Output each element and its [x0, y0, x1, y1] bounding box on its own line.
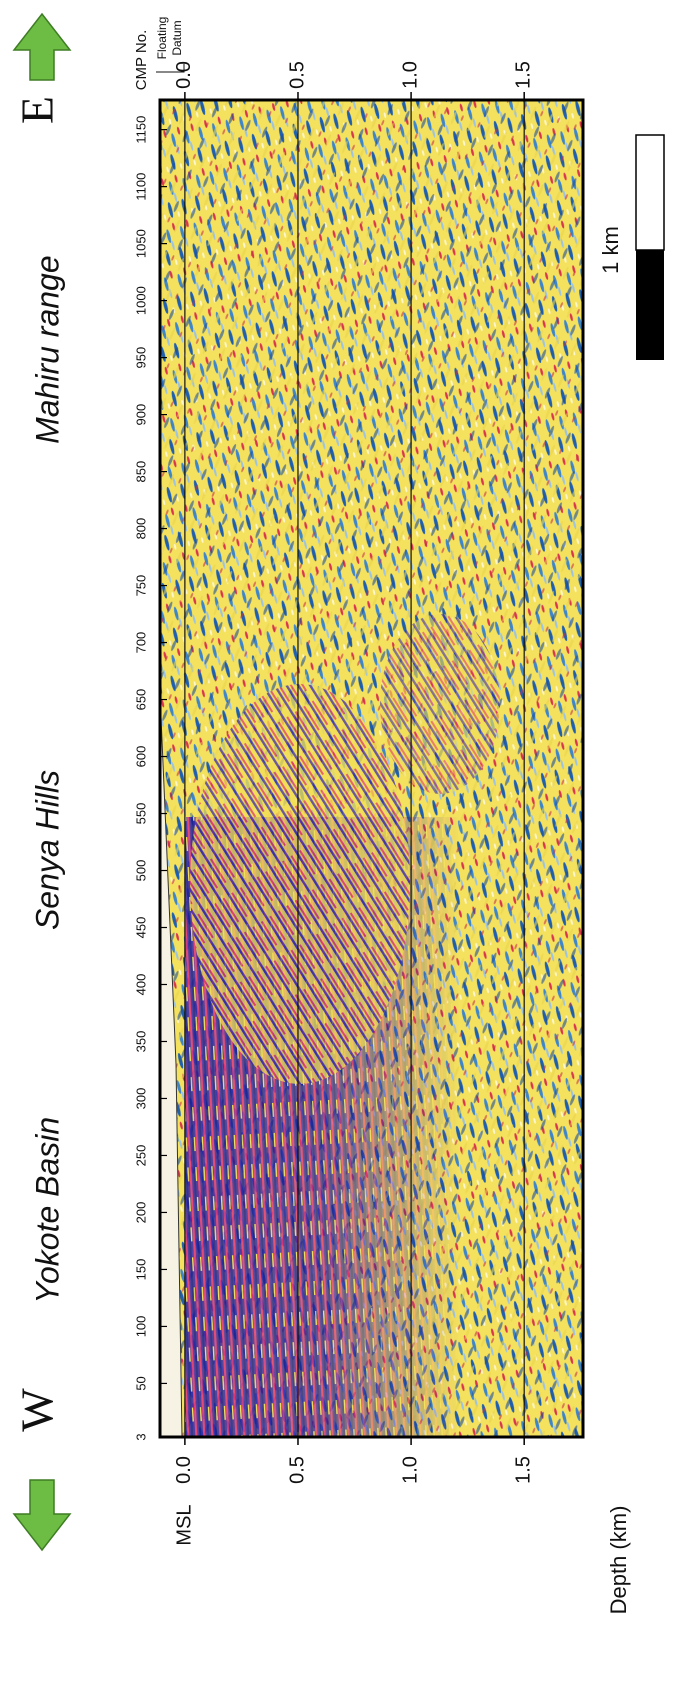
x-tick-label: 250: [133, 1145, 148, 1167]
east-arrow: [12, 12, 72, 81]
msl-label: MSL: [173, 1504, 195, 1545]
x-tick-label: 400: [133, 974, 148, 996]
rotated-figure: 3501001502002503003504004505005506006507…: [12, 12, 665, 1615]
datum-label: Datum: [170, 20, 184, 55]
scale-bar-white: [635, 134, 665, 251]
region-label: Yokote Basin: [29, 1117, 65, 1304]
hills-reflectors: [380, 614, 500, 794]
x-axis-label: CMP No.: [133, 30, 150, 91]
y-axis-label: Depth (km): [606, 1506, 631, 1615]
x-tick-label: 3: [133, 1433, 148, 1440]
y-tick-label: 0.5: [286, 61, 308, 89]
x-tick-label: 800: [133, 518, 148, 540]
x-tick-label: 200: [133, 1202, 148, 1224]
x-tick-label: 100: [133, 1316, 148, 1338]
scale-bar-black: [636, 250, 664, 360]
x-tick-label: 50: [133, 1376, 148, 1390]
y-tick-label: 1.5: [512, 1456, 534, 1484]
plot-frame: [158, 98, 585, 1439]
east-label: E: [12, 96, 63, 124]
x-tick-label: 1000: [133, 286, 148, 315]
x-tick-label: 300: [133, 1088, 148, 1110]
y-tick-label: 0.0: [173, 1456, 195, 1484]
west-label: W: [12, 1388, 63, 1432]
x-tick-label: 450: [133, 917, 148, 939]
west-arrow: [12, 1479, 72, 1552]
x-tick-label: 650: [133, 689, 148, 711]
x-tick-label: 600: [133, 746, 148, 768]
x-tick-label: 500: [133, 860, 148, 882]
x-tick-label: 900: [133, 404, 148, 426]
y-tick-label: 1.5: [512, 61, 534, 89]
x-tick-label: 950: [133, 347, 148, 369]
region-label: Mahiru range: [29, 255, 65, 444]
above-datum: [160, 694, 182, 1437]
y-tick-label: 0.5: [286, 1456, 308, 1484]
seismic-image: [160, 100, 583, 1437]
x-tick-label: 1100: [133, 173, 148, 201]
x-tick-label: 550: [133, 803, 148, 825]
x-tick-label: 1150: [133, 116, 148, 144]
y-tick-label: 0.0: [173, 61, 195, 89]
x-tick-label: 350: [133, 1031, 148, 1053]
region-label: Senya Hills: [29, 770, 65, 930]
datum-label: Floating: [155, 17, 169, 60]
axes: 3501001502002503003504004505005506006507…: [133, 61, 534, 1484]
hills-reflectors: [190, 684, 410, 1084]
y-tick-label: 1.0: [399, 61, 421, 89]
x-tick-label: 150: [133, 1259, 148, 1281]
x-tick-label: 750: [133, 575, 148, 597]
x-tick-label: 850: [133, 461, 148, 483]
scale-bar-label: 1 km: [598, 226, 623, 274]
datum-line: [160, 693, 183, 1437]
x-tick-label: 1050: [133, 229, 148, 258]
x-tick-label: 700: [133, 632, 148, 654]
datum-bracket: [156, 64, 185, 73]
y-tick-label: 1.0: [399, 1456, 421, 1484]
